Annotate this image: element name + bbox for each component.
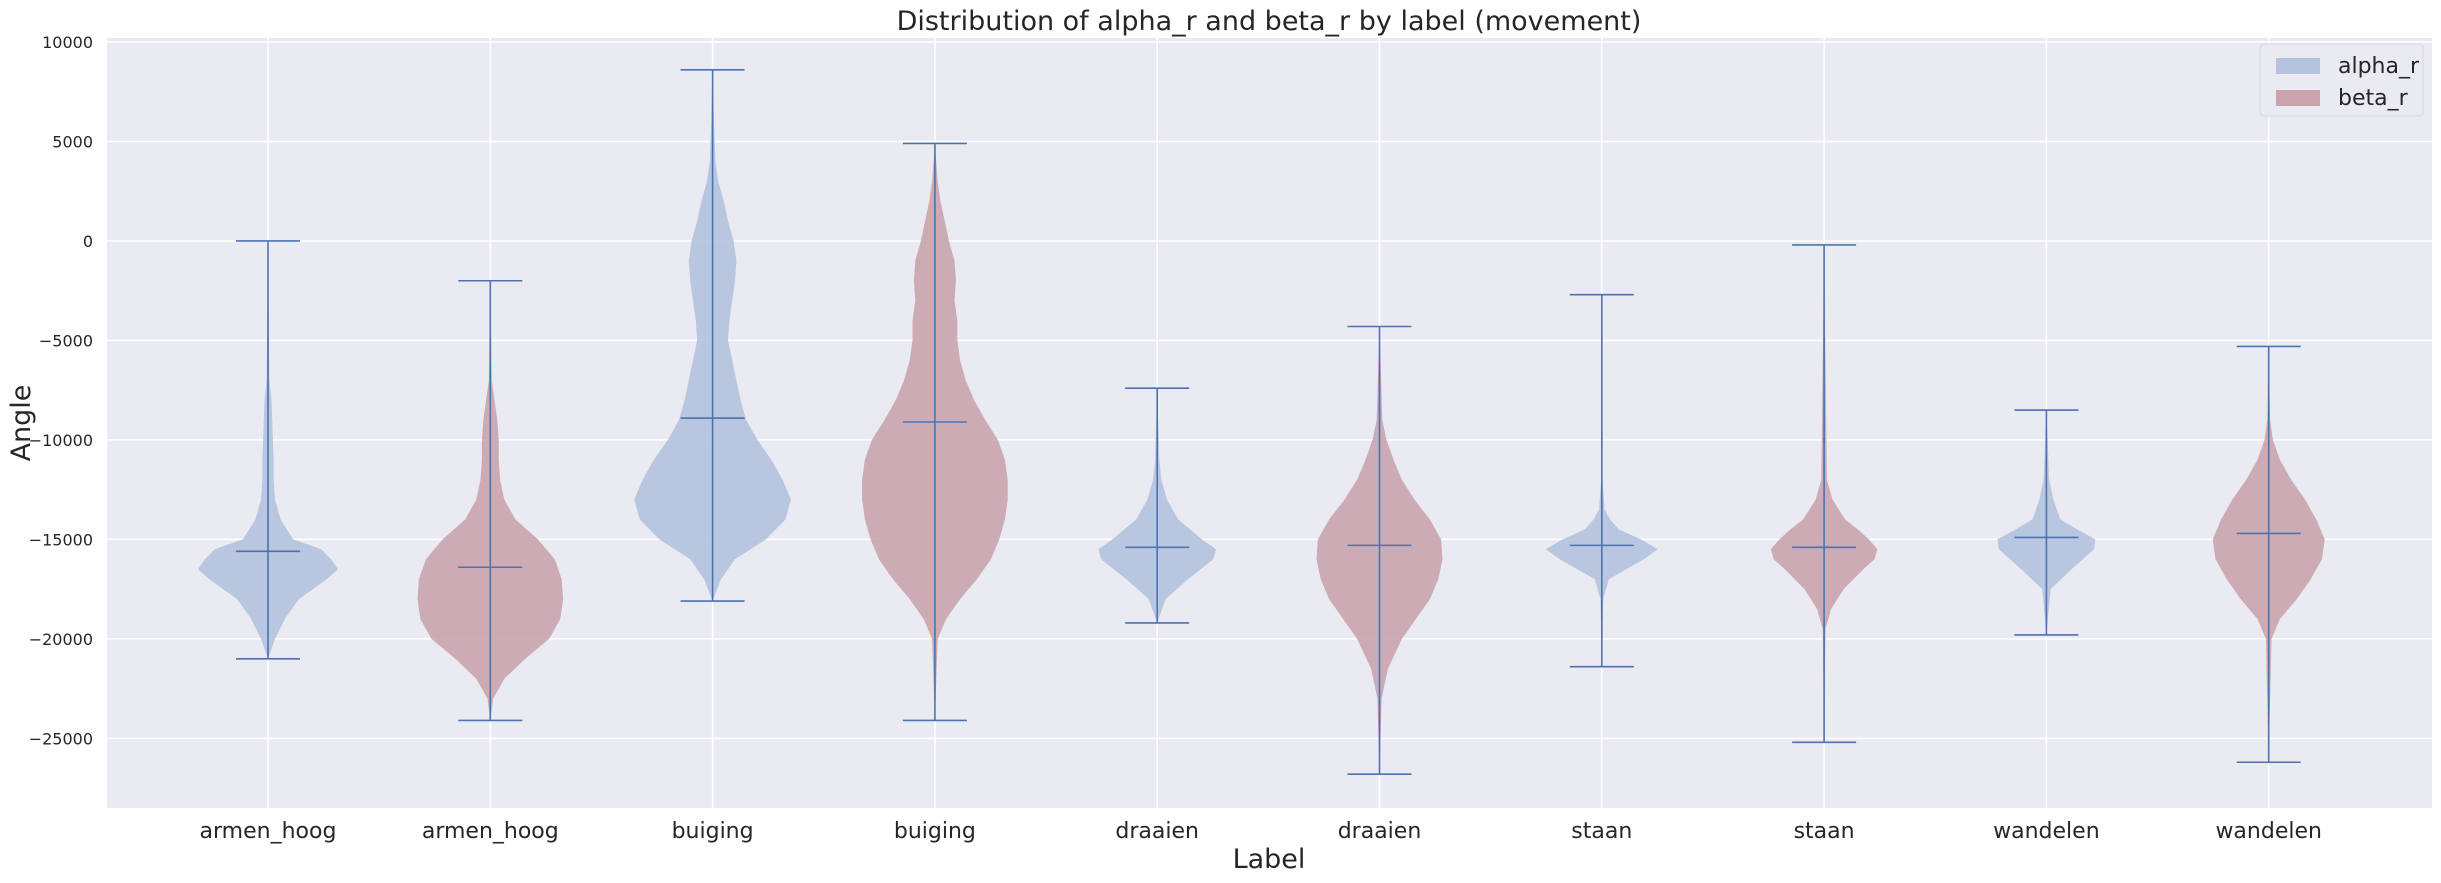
- whiskers: [236, 69, 2301, 775]
- y-tick-label: −15000: [29, 530, 93, 549]
- y-tick-label: 5000: [52, 132, 93, 151]
- x-tick-label: staan: [1794, 819, 1855, 844]
- legend: alpha_r beta_r: [2259, 43, 2424, 117]
- x-tick-label: wandelen: [2215, 819, 2322, 844]
- y-tick-label: −10000: [29, 431, 93, 450]
- y-tick-label: 0: [83, 232, 93, 251]
- x-tick-label: wandelen: [1993, 819, 2100, 844]
- x-tick-label: draaien: [1338, 819, 1422, 844]
- plot-area: [107, 38, 2432, 808]
- x-tick-label: armen_hoog: [422, 819, 559, 844]
- y-axis-label: Angle: [6, 385, 37, 462]
- x-tick-label: buiging: [672, 819, 754, 844]
- y-tick-label: −25000: [29, 729, 93, 748]
- y-tick-label: −5000: [39, 331, 93, 350]
- y-tick-label: −20000: [29, 630, 93, 649]
- x-tick-label: draaien: [1115, 819, 1199, 844]
- x-axis-label: Label: [1233, 844, 1306, 875]
- chart-title: Distribution of alpha_r and beta_r by la…: [897, 6, 1642, 37]
- legend-label-alpha-r: alpha_r: [2338, 54, 2420, 79]
- x-axis-ticks: armen_hoog armen_hoog buiging buiging draaie…: [200, 819, 2322, 844]
- y-tick-label: 10000: [42, 33, 93, 52]
- x-tick-label: buiging: [894, 819, 976, 844]
- x-tick-label: staan: [1571, 819, 1632, 844]
- legend-label-beta-r: beta_r: [2338, 86, 2409, 111]
- legend-swatch-alpha-r: [2276, 58, 2320, 74]
- x-tick-label: armen_hoog: [200, 819, 337, 844]
- legend-swatch-beta-r: [2276, 90, 2320, 106]
- y-axis-ticks: 10000 5000 0 −5000 −10000 −15000 −20000 −25000: [29, 33, 93, 748]
